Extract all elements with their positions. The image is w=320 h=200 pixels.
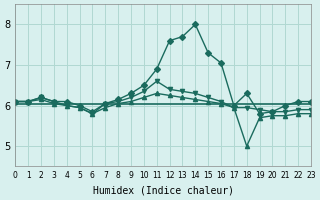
X-axis label: Humidex (Indice chaleur): Humidex (Indice chaleur) [93,186,234,196]
